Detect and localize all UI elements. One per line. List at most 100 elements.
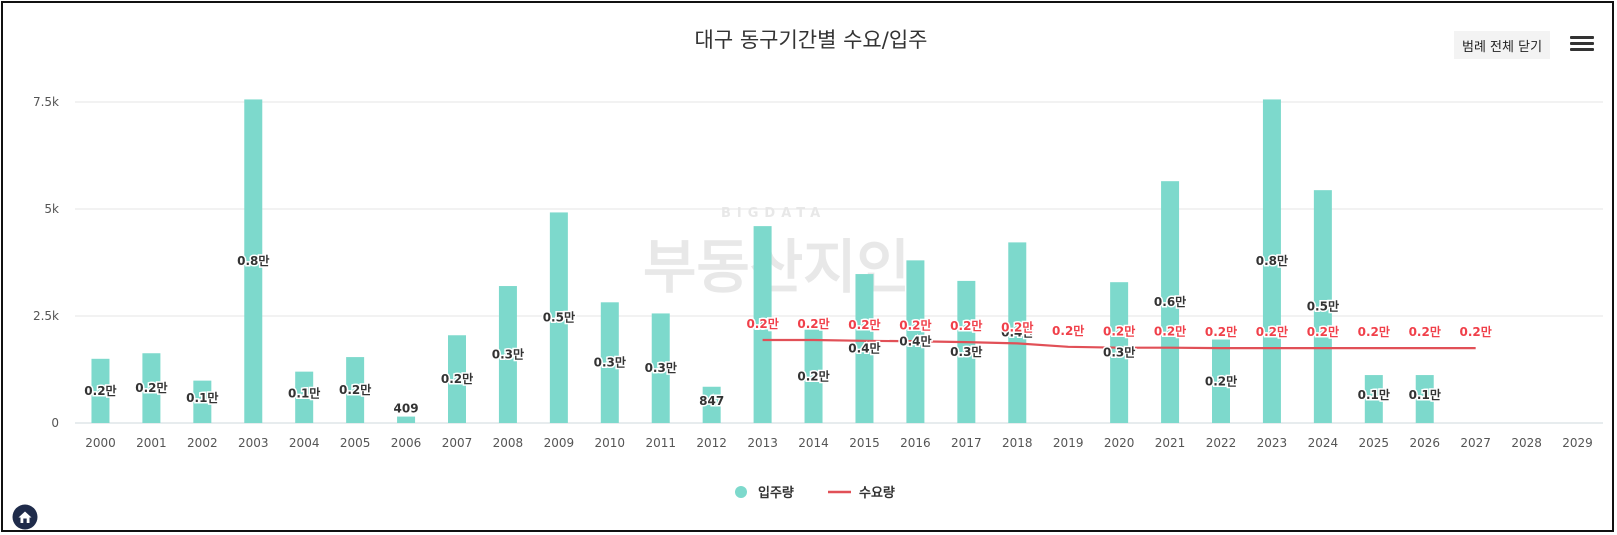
bar-2021[interactable] [1161, 181, 1180, 423]
bar-2011[interactable] [651, 313, 670, 423]
bar-2022[interactable] [1212, 339, 1230, 423]
x-tick-label: 2021 [1155, 436, 1186, 450]
bar-label-2001: 0.2만 [135, 380, 167, 395]
bar-label-2010: 0.3만 [594, 355, 626, 370]
bar-2017[interactable] [957, 280, 976, 423]
x-tick-label: 2015 [849, 436, 880, 450]
bar-2025[interactable] [1364, 375, 1383, 423]
legend-label-move-in: 입주량 [758, 486, 794, 501]
x-tick-label: 2013 [747, 436, 778, 450]
demand-line[interactable] [762, 338, 1476, 350]
watermark-top: BIGDATA [721, 206, 826, 221]
x-tick-label: 2012 [696, 436, 727, 450]
x-tick-label: 2011 [645, 436, 676, 450]
bar-label-2025: 0.1만 [1358, 387, 1390, 402]
line-label-2022: 0.2만 [1205, 324, 1237, 339]
x-tick-label: 2022 [1206, 436, 1237, 450]
legend-item-move-in[interactable]: 입주량 [735, 486, 794, 501]
bar-2024[interactable] [1313, 190, 1332, 423]
y-axis: 0 2.5k 5k 7.5k [33, 95, 59, 430]
bar-label-2018: 0.4만 [1001, 325, 1033, 340]
line-label-2017: 0.2만 [950, 318, 982, 333]
x-tick-label: 2014 [798, 436, 829, 450]
legend-item-demand[interactable]: 수요량 [828, 486, 895, 501]
x-tick-label: 2008 [493, 436, 524, 450]
bar-label-2022: 0.2만 [1205, 373, 1237, 388]
bar-label-2020: 0.3만 [1103, 345, 1135, 360]
legend[interactable]: 입주량 수요량 [735, 486, 895, 501]
x-tick-label: 2009 [544, 436, 575, 450]
line-label-2023: 0.2만 [1256, 324, 1288, 339]
legend-toggle-button[interactable]: 범례 전체 닫기 [1454, 31, 1551, 59]
chart-svg: BIGDATA 부동산지인 대구 동구기간별 수요/입주 02.5k5k7.5k… [33, 28, 1603, 501]
x-tick-label: 2018 [1002, 436, 1033, 450]
x-tick-label: 2029 [1562, 436, 1593, 450]
x-tick-label: 2003 [238, 436, 269, 450]
bar-2007[interactable] [448, 335, 466, 423]
bar-2000[interactable] [91, 358, 110, 423]
x-tick-label: 2006 [391, 436, 422, 450]
line-label-2021: 0.2만 [1154, 324, 1186, 339]
bar-label-2013: 0.5만 [746, 317, 778, 332]
bar-2010[interactable] [600, 302, 619, 423]
x-tick-label: 2007 [442, 436, 473, 450]
x-axis: 2000 2001 2002 2003 2004 2005 2006 2007 2008 2009… [85, 436, 1593, 450]
bar-2005[interactable] [346, 357, 365, 423]
home-icon[interactable] [12, 504, 38, 530]
bar-label-2000: 0.2만 [84, 383, 116, 398]
x-tick-label: 2026 [1409, 436, 1440, 450]
bar-2001[interactable] [142, 353, 161, 423]
bar-series[interactable] [91, 99, 1434, 423]
x-tick-label: 2001 [136, 436, 167, 450]
y-tick-label: 5k [44, 202, 59, 216]
x-tick-label: 2000 [85, 436, 116, 450]
bar-2023[interactable] [1262, 99, 1281, 423]
line-label-2016: 0.2만 [899, 317, 931, 332]
bar-2014[interactable] [804, 329, 823, 423]
bar-2015[interactable] [855, 274, 874, 423]
legend-marker-move-in [735, 486, 747, 498]
bar-2020[interactable] [1110, 282, 1129, 423]
bar-label-2003: 0.8만 [237, 253, 269, 268]
x-tick-label: 2017 [951, 436, 982, 450]
line-label-2019: 0.2만 [1052, 323, 1084, 338]
x-tick-label: 2010 [595, 436, 626, 450]
bar-2018[interactable] [1008, 242, 1027, 423]
bar-2008[interactable] [498, 286, 517, 423]
bar-label-2017: 0.3만 [950, 344, 982, 359]
x-tick-label: 2027 [1460, 436, 1491, 450]
bar-label-2011: 0.3만 [645, 360, 677, 375]
bar-2003[interactable] [244, 99, 263, 423]
bar-2002[interactable] [193, 380, 212, 423]
bar-2004[interactable] [295, 371, 314, 423]
x-tick-label: 2004 [289, 436, 320, 450]
x-tick-label: 2016 [900, 436, 931, 450]
bar-label-2024: 0.5만 [1307, 299, 1339, 314]
bar-label-2005: 0.2만 [339, 382, 371, 397]
bar-2013[interactable] [753, 226, 772, 423]
bar-label-2026: 0.1만 [1409, 387, 1441, 402]
y-tick-label: 7.5k [33, 95, 59, 109]
bar-2026[interactable] [1415, 375, 1434, 423]
x-tick-label: 2028 [1511, 436, 1542, 450]
bar-label-2004: 0.1만 [288, 385, 320, 400]
line-data-labels: 0.2만 0.2만 0.2만 0.2만 0.2만 0.2만 0.2만 0.2만 0.2만 0.2만… [745, 314, 1493, 340]
hamburger-menu-icon[interactable] [1570, 33, 1594, 55]
line-label-2020: 0.2만 [1103, 324, 1135, 339]
bar-label-2008: 0.3만 [492, 347, 524, 362]
bar-label-2021: 0.6만 [1154, 294, 1186, 309]
x-tick-label: 2024 [1308, 436, 1339, 450]
line-series[interactable] [762, 338, 1476, 350]
y-tick-label: 0 [51, 416, 59, 430]
bar-2012[interactable] [702, 386, 721, 423]
bar-label-2009: 0.5만 [543, 310, 575, 325]
line-label-2025: 0.2만 [1358, 324, 1390, 339]
line-label-2018: 0.2만 [1001, 319, 1033, 334]
x-tick-label: 2002 [187, 436, 218, 450]
bar-2009[interactable] [549, 212, 568, 423]
bar-label-2023: 0.8만 [1256, 253, 1288, 268]
bar-2006[interactable] [397, 416, 416, 423]
line-label-2015: 0.2만 [848, 317, 880, 332]
bar-label-2007: 0.2만 [441, 371, 473, 386]
